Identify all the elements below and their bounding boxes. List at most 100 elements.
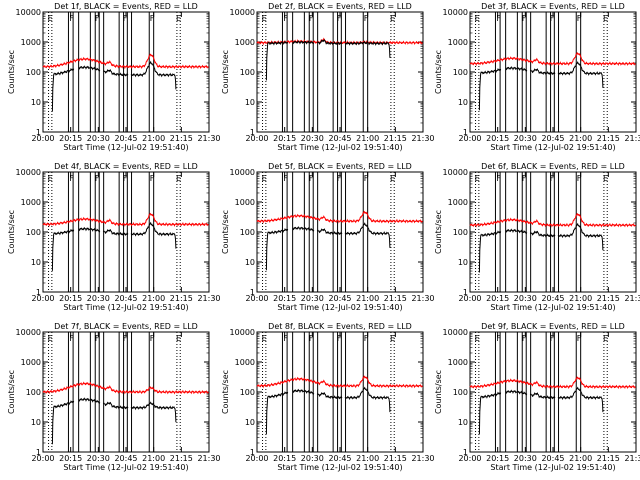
- x-tick-label: 20:15: [273, 134, 296, 143]
- plot-frame: [256, 11, 424, 133]
- x-tick-label: 20:45: [541, 134, 564, 143]
- segment-label: F: [69, 14, 74, 23]
- segment-label: F: [150, 334, 155, 343]
- lld-series-line: [256, 210, 423, 224]
- segment-label: F: [309, 334, 314, 343]
- x-tick-label: 20:00: [31, 294, 54, 303]
- x-tick-label: 21:00: [142, 454, 165, 463]
- y-tick-label: 10: [458, 258, 468, 267]
- segment-label: F: [283, 14, 288, 23]
- plot-frame: [256, 171, 424, 293]
- y-tick-label: 10000: [230, 328, 255, 337]
- y-tick-label: 1: [36, 288, 41, 297]
- x-tick-label: 21:30: [411, 294, 434, 303]
- x-tick-label: 20:00: [245, 454, 268, 463]
- x-tick-label: 21:15: [597, 294, 620, 303]
- segment-label: F: [309, 14, 314, 23]
- plot-frame: [469, 331, 637, 453]
- y-tick-label: 100: [453, 68, 468, 77]
- plot-frame: [256, 331, 424, 453]
- x-tick-label: 21:00: [142, 294, 165, 303]
- segment-label: F: [283, 334, 288, 343]
- x-tick-label: 21:15: [384, 294, 407, 303]
- segment-label: F: [550, 14, 555, 23]
- lld-series-line: [42, 53, 209, 70]
- segment-label: E: [475, 334, 480, 343]
- x-tick-label: 20:00: [458, 454, 481, 463]
- x-tick-label: 20:30: [301, 134, 324, 143]
- segment-label: F: [496, 334, 501, 343]
- segment-label: F: [337, 334, 342, 343]
- segment-label: F: [95, 174, 100, 183]
- segment-label: E: [176, 174, 181, 183]
- x-tick-label: 21:30: [624, 454, 640, 463]
- x-axis-label: Start Time (12-Jul-02 19:51:40): [490, 143, 615, 152]
- events-series-line: [51, 397, 177, 445]
- x-tick-label: 20:15: [273, 454, 296, 463]
- x-tick-label: 20:30: [514, 294, 537, 303]
- events-series-line: [265, 39, 391, 81]
- y-tick-label: 10: [458, 98, 468, 107]
- segment-label: F: [522, 334, 527, 343]
- segment-label: E: [390, 334, 395, 343]
- segment-label: F: [150, 174, 155, 183]
- segment-label: F: [150, 14, 155, 23]
- segment-label: F: [95, 14, 100, 23]
- segment-label: E: [262, 334, 267, 343]
- x-axis-label: Start Time (12-Jul-02 19:51:40): [490, 463, 615, 472]
- x-tick-label: 21:15: [597, 134, 620, 143]
- segment-label: F: [550, 334, 555, 343]
- y-tick-label: 1: [250, 288, 255, 297]
- panel-title: Det 1f, BLACK = Events, RED = LLD: [54, 2, 198, 11]
- segment-label: F: [522, 14, 527, 23]
- x-axis-label: Start Time (12-Jul-02 19:51:40): [277, 303, 402, 312]
- segment-label: F: [364, 14, 369, 23]
- y-axis-label: Counts/sec: [221, 370, 230, 414]
- segment-label: F: [577, 174, 582, 183]
- y-tick-label: 1000: [448, 38, 468, 47]
- segment-label: F: [550, 174, 555, 183]
- x-tick-label: 20:00: [458, 134, 481, 143]
- lld-series-line: [42, 381, 209, 395]
- y-axis-label: Counts/sec: [7, 50, 16, 94]
- segment-label: F: [522, 174, 527, 183]
- y-tick-label: 100: [26, 68, 41, 77]
- y-tick-label: 10: [31, 258, 41, 267]
- segment-label: F: [123, 174, 128, 183]
- detector-panel-3: Det 3f, BLACK = Events, RED = LLD 1 10 100 1…: [434, 2, 640, 152]
- y-tick-label: 1: [463, 288, 468, 297]
- y-axis-label: Counts/sec: [7, 210, 16, 254]
- segment-label: F: [309, 174, 314, 183]
- x-tick-label: 20:45: [328, 134, 351, 143]
- x-tick-label: 20:45: [541, 294, 564, 303]
- x-tick-label: 20:30: [87, 454, 110, 463]
- y-tick-label: 1: [250, 448, 255, 457]
- panel-title: Det 4f, BLACK = Events, RED = LLD: [54, 162, 198, 171]
- x-tick-label: 20:45: [541, 454, 564, 463]
- x-axis-label: Start Time (12-Jul-02 19:51:40): [63, 143, 188, 152]
- panel-title: Det 6f, BLACK = Events, RED = LLD: [481, 162, 625, 171]
- y-axis-label: Counts/sec: [7, 370, 16, 414]
- x-tick-label: 21:15: [170, 134, 193, 143]
- y-tick-label: 10: [245, 258, 255, 267]
- x-tick-label: 20:15: [59, 454, 82, 463]
- y-tick-label: 1000: [21, 198, 41, 207]
- x-axis-label: Start Time (12-Jul-02 19:51:40): [63, 463, 188, 472]
- x-tick-label: 21:30: [411, 454, 434, 463]
- x-tick-label: 20:45: [114, 294, 137, 303]
- x-tick-label: 20:30: [87, 134, 110, 143]
- segment-label: F: [577, 334, 582, 343]
- plot-frame: [469, 11, 637, 133]
- x-tick-label: 20:15: [486, 294, 509, 303]
- segment-label: F: [123, 334, 128, 343]
- x-tick-label: 21:00: [569, 134, 592, 143]
- x-axis-label: Start Time (12-Jul-02 19:51:40): [277, 463, 402, 472]
- y-tick-label: 10000: [16, 8, 41, 17]
- events-series-line: [478, 222, 604, 273]
- events-series-line: [265, 222, 391, 271]
- x-tick-label: 20:30: [301, 454, 324, 463]
- x-tick-label: 20:30: [514, 134, 537, 143]
- x-tick-label: 21:00: [142, 134, 165, 143]
- y-tick-label: 100: [240, 228, 255, 237]
